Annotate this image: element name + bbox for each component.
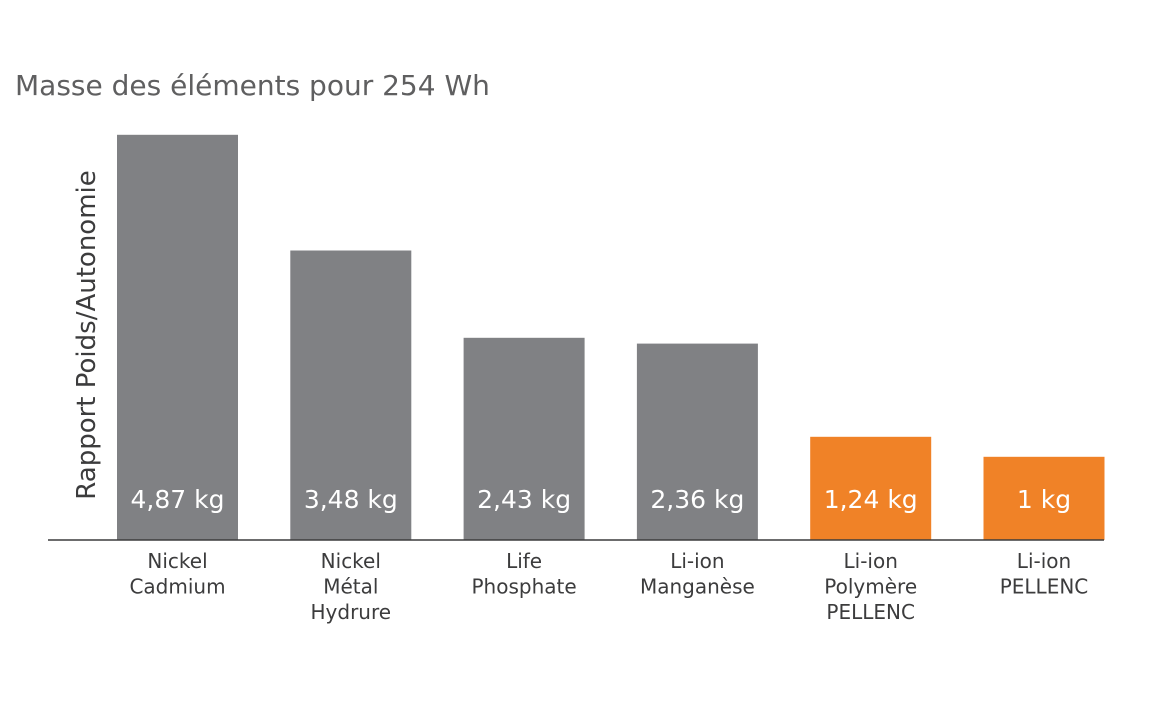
category-labels-layer: NickelCadmiumNickelMétalHydrureLifePhosp… [129, 549, 1088, 624]
bar-value-label-5: 1 kg [1017, 485, 1071, 514]
chart-title: Masse des éléments pour 254 Wh [15, 69, 490, 102]
bar-4 [810, 436, 932, 540]
bar-2 [463, 337, 585, 540]
y-axis-label: Rapport Poids/Autonomie [72, 170, 102, 499]
bar-value-label-1: 3,48 kg [304, 485, 398, 514]
category-label-5-line-1: PELLENC [1000, 575, 1089, 599]
category-label-4-line-0: Li-ion [844, 549, 898, 573]
category-label-2-line-1: Phosphate [472, 575, 577, 599]
category-label-2-line-0: Life [506, 549, 542, 573]
category-label-0-line-0: Nickel [147, 549, 207, 573]
category-label-1-line-0: Nickel [321, 549, 381, 573]
category-label-4-line-2: PELLENC [826, 600, 915, 624]
category-label-3-line-0: Li-ion [670, 549, 724, 573]
bar-5 [983, 456, 1105, 540]
bar-value-label-2: 2,43 kg [477, 485, 571, 514]
category-label-5-line-0: Li-ion [1017, 549, 1071, 573]
category-label-4-line-1: Polymère [824, 575, 917, 599]
bar-value-label-0: 4,87 kg [131, 485, 225, 514]
bars-layer: 4,87 kg 3,48 kg 2,43 kg 2,36 kg 1,24 kg 1 kg [117, 134, 1105, 541]
category-label-1-line-1: Métal [323, 575, 378, 599]
bar-value-label-4: 1,24 kg [824, 485, 918, 514]
bar-0 [117, 134, 238, 541]
category-label-3-line-1: Manganèse [640, 575, 755, 599]
bar-3 [636, 343, 758, 540]
category-label-1-line-2: Hydrure [311, 600, 392, 624]
bar-value-label-3: 2,36 kg [650, 485, 744, 514]
category-label-0-line-1: Cadmium [129, 575, 225, 599]
bar-1 [290, 250, 412, 540]
